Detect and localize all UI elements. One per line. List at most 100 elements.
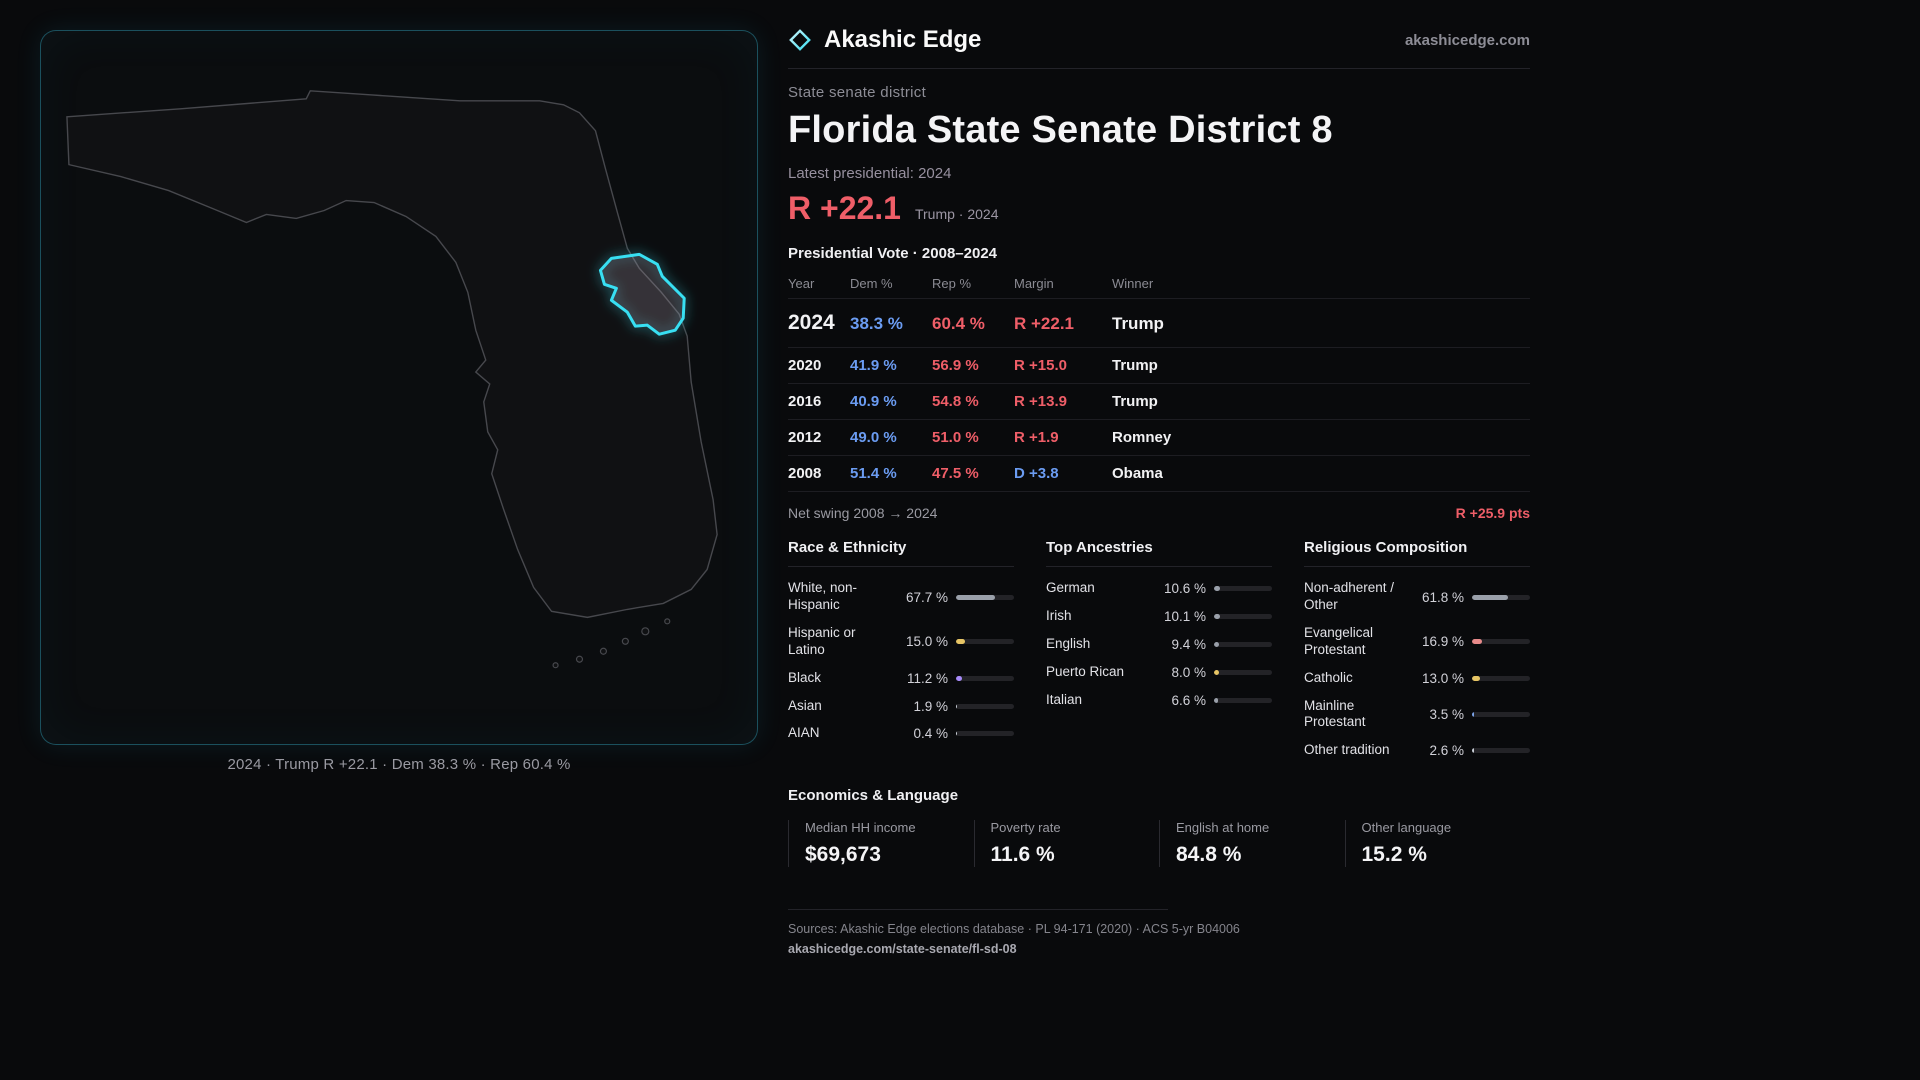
brand: Akashic Edge	[788, 26, 981, 54]
ancestries-column: Top Ancestries German 10.6 % Irish 10.1 …	[1046, 539, 1272, 765]
stat-value: 11.6 %	[990, 842, 1055, 866]
vote-table-title: Presidential Vote · 2008–2024	[788, 244, 998, 262]
religion-value: 61.8 %	[1421, 589, 1464, 605]
mini-bar-track	[1214, 669, 1272, 675]
mini-bar-track	[1472, 711, 1530, 717]
race-label: Hispanic or Latino	[788, 624, 856, 657]
list-item: Irish 10.1 %	[1046, 603, 1272, 631]
religion-label: Catholic	[1304, 669, 1353, 685]
religion-label: Non-adherent / Other	[1304, 580, 1395, 613]
winner-cell: Trump	[1112, 313, 1164, 333]
mini-bar-fill	[1214, 669, 1219, 675]
mini-bar-track	[1472, 675, 1530, 681]
list-item: AIAN 0.4 %	[788, 720, 1014, 748]
stat-english-at-home: English at home 84.8 %	[1159, 819, 1345, 867]
col-header-year: Year	[788, 275, 815, 291]
main-content: Akashic Edge akashicedge.com State senat…	[788, 26, 1530, 958]
stat-label: English at home	[1176, 819, 1270, 835]
rep-cell: 54.8 %	[932, 392, 979, 410]
ancestry-value: 10.1 %	[1163, 609, 1206, 624]
rep-cell: 47.5 %	[932, 464, 979, 482]
mini-bar-track	[956, 594, 1014, 600]
latest-presidential-label: Latest presidential: 2024	[788, 164, 952, 182]
mini-bar-fill	[1214, 614, 1220, 619]
stat-median-income: Median HH income $69,673	[788, 819, 974, 867]
ancestry-value: 6.6 %	[1171, 692, 1206, 708]
winner-cell: Trump	[1112, 356, 1158, 374]
headline-margin-note: Trump · 2024	[914, 205, 999, 222]
race-title: Race & Ethnicity	[788, 539, 1014, 567]
list-item: Italian 6.6 %	[1046, 686, 1272, 714]
vote-table: Year Dem % Rep % Margin Winner 2024 38.3…	[788, 268, 1530, 492]
stat-value: $69,673	[805, 842, 881, 866]
page-title: Florida State Senate District 8	[788, 109, 1333, 151]
demographics-section: Race & Ethnicity White, non-Hispanic 67.…	[788, 539, 1530, 765]
ancestry-value: 9.4 %	[1171, 636, 1206, 652]
year-cell: 2008	[788, 464, 822, 482]
list-item: Evangelical Protestant 16.9 %	[1304, 619, 1530, 664]
col-header-dem: Dem %	[850, 275, 893, 291]
mini-bar-track	[1214, 641, 1272, 647]
col-header-rep: Rep %	[932, 275, 972, 291]
race-value: 1.9 %	[913, 698, 948, 714]
mini-bar-fill	[1472, 711, 1475, 717]
race-value: 67.7 %	[905, 589, 948, 605]
dem-cell: 40.9 %	[850, 392, 897, 410]
col-header-margin: Margin	[1014, 275, 1054, 291]
district-8-region[interactable]	[598, 252, 686, 336]
dem-cell: 49.0 %	[850, 428, 897, 446]
list-item: German 10.6 %	[1046, 575, 1272, 603]
stat-value: 84.8 %	[1176, 842, 1242, 866]
list-item: Catholic 13.0 %	[1304, 664, 1530, 692]
ancestries-title: Top Ancestries	[1046, 539, 1272, 567]
florida-keys-islands	[552, 618, 671, 669]
religion-label: Evangelical Protestant	[1304, 624, 1374, 657]
footer-divider	[788, 908, 1168, 910]
mini-bar-fill	[1472, 748, 1474, 754]
mini-bar-track	[1214, 697, 1272, 703]
mini-bar-fill	[956, 675, 963, 681]
economics-title: Economics & Language	[788, 786, 959, 804]
religion-value: 16.9 %	[1421, 634, 1464, 650]
mini-bar-track	[956, 703, 1014, 709]
rep-cell: 56.9 %	[932, 356, 979, 374]
mini-bar-track	[956, 731, 1014, 737]
mini-bar-fill	[1214, 697, 1218, 703]
mini-bar-track	[956, 639, 1014, 645]
map-caption: 2024 · Trump R +22.1 · Dem 38.3 % · Rep …	[227, 756, 571, 773]
rep-cell: 51.0 %	[932, 428, 979, 446]
permalink[interactable]: akashicedge.com/state-senate/fl-sd-08	[788, 941, 1017, 956]
list-item: Black 11.2 %	[788, 664, 1014, 692]
mini-bar-fill	[1472, 594, 1508, 600]
headline-margin-line: R +22.1 Trump · 2024	[788, 190, 1530, 227]
site-link[interactable]: akashicedge.com	[1404, 31, 1530, 49]
headline-margin: R +22.1	[788, 189, 901, 226]
table-row: 2012 49.0 % 51.0 % R +1.9 Romney	[788, 420, 1530, 456]
net-swing-row: Net swing 2008 → 2024 R +25.9 pts	[788, 505, 1530, 521]
mini-bar-track	[1472, 639, 1530, 645]
mini-bar-track	[1214, 614, 1272, 619]
dem-cell: 38.3 %	[850, 313, 903, 333]
year-cell: 2020	[788, 356, 822, 374]
page-footer: Sources: Akashic Edge elections database…	[788, 908, 1530, 958]
ancestry-label: German	[1046, 580, 1095, 596]
net-swing-label: Net swing 2008 → 2024	[788, 504, 938, 521]
rep-cell: 60.4 %	[932, 313, 985, 333]
margin-cell: D +3.8	[1014, 464, 1059, 482]
dem-cell: 41.9 %	[850, 356, 897, 374]
list-item: Mainline Protestant 3.5 %	[1304, 692, 1530, 737]
table-row: 2008 51.4 % 47.5 % D +3.8 Obama	[788, 456, 1530, 492]
mini-bar-track	[1472, 594, 1530, 600]
table-row: 2016 40.9 % 54.8 % R +13.9 Trump	[788, 384, 1530, 420]
mini-bar-fill	[956, 703, 958, 709]
table-header-row: Year Dem % Rep % Margin Winner	[788, 268, 1530, 299]
list-item: Hispanic or Latino 15.0 %	[788, 619, 1014, 664]
religion-value: 13.0 %	[1421, 670, 1464, 686]
year-cell: 2012	[788, 428, 822, 446]
mini-bar-fill	[1472, 675, 1480, 681]
table-row: 2024 38.3 % 60.4 % R +22.1 Trump	[788, 299, 1530, 348]
race-label: White, non-Hispanic	[788, 580, 858, 613]
ancestry-label: English	[1046, 635, 1091, 651]
race-ethnicity-column: Race & Ethnicity White, non-Hispanic 67.…	[788, 539, 1014, 765]
list-item: Non-adherent / Other 61.8 %	[1304, 575, 1530, 620]
